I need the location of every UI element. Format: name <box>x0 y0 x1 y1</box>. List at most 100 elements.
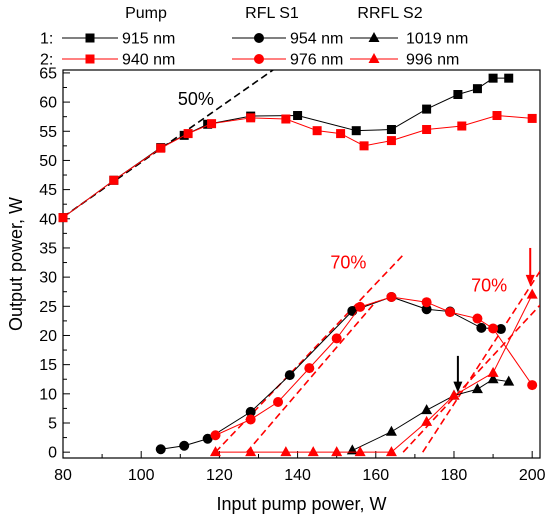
data-point <box>280 446 292 457</box>
data-point <box>355 301 366 312</box>
data-point <box>385 446 397 457</box>
legend-header: RRFL S2 <box>357 5 422 22</box>
data-point <box>359 141 369 151</box>
legend-label: 1019 nm <box>406 31 468 48</box>
y-tick-label: 25 <box>39 299 57 316</box>
data-point <box>336 129 346 139</box>
data-point <box>421 297 432 308</box>
data-point <box>422 104 432 114</box>
data-point <box>488 73 498 83</box>
x-tick-label: 80 <box>54 467 72 484</box>
legend-row-label: 1: <box>40 31 53 48</box>
data-point <box>109 175 119 185</box>
x-tick-label: 160 <box>362 467 389 484</box>
data-point <box>476 322 487 333</box>
data-point <box>210 430 221 441</box>
legend-label: 915 nm <box>122 31 175 48</box>
plot-area: 80 100 120 140 160 180 200 0 5 10 15 20 25 30 35 40 45 50… <box>6 65 546 514</box>
plot-frame <box>62 69 541 459</box>
data-point <box>58 213 68 223</box>
data-point <box>487 366 499 377</box>
data-point <box>422 125 432 135</box>
x-tick-label: 120 <box>206 467 233 484</box>
efficiency-annotation: 70% <box>330 252 366 272</box>
legend-marker <box>368 32 380 42</box>
data-point <box>245 414 256 425</box>
y-tick-label: 0 <box>48 445 57 462</box>
y-tick-label: 45 <box>39 182 57 199</box>
data-point <box>155 444 166 455</box>
y-tick-label: 10 <box>39 386 57 403</box>
data-point <box>421 404 433 415</box>
data-point <box>457 121 467 131</box>
data-point <box>351 126 361 136</box>
series-996-nm <box>209 288 538 457</box>
series-976-nm <box>210 291 538 441</box>
data-point <box>331 446 343 457</box>
x-tick-label: 100 <box>128 467 155 484</box>
data-point <box>385 425 397 436</box>
legend: Pump RFL S1 RRFL S2 1: 915 nm 954 nm 1019 nm 2:… <box>40 5 468 69</box>
legend-marker <box>85 54 95 64</box>
y-tick-label: 55 <box>39 124 57 141</box>
legend-marker <box>368 53 380 63</box>
legend-row-label: 2: <box>40 52 53 69</box>
y-tick-label: 15 <box>39 357 57 374</box>
x-axis-label: Input pump power, W <box>216 494 386 514</box>
y-axis-label: Output power, W <box>6 197 26 331</box>
data-point <box>245 446 257 457</box>
y-tick-label: 35 <box>39 240 57 257</box>
data-point <box>448 389 460 400</box>
data-point <box>527 113 537 123</box>
y-tick-label: 5 <box>48 415 57 432</box>
data-point <box>246 113 256 123</box>
data-point <box>488 323 499 334</box>
series-940-nm <box>58 111 537 223</box>
efficiency-annotation: 50% <box>178 89 214 109</box>
legend-label: 954 nm <box>290 31 343 48</box>
data-point <box>245 406 256 417</box>
y-tick-label: 20 <box>39 328 57 345</box>
data-point <box>527 380 538 391</box>
legend-label: 996 nm <box>406 52 459 69</box>
data-point <box>179 440 190 451</box>
data-point <box>183 129 193 139</box>
data-point <box>526 288 538 299</box>
data-point <box>386 136 396 146</box>
data-point <box>207 119 217 129</box>
data-point <box>472 313 483 324</box>
data-point <box>487 373 499 384</box>
x-tick-label: 180 <box>441 467 468 484</box>
efficiency-annotation: 70% <box>471 276 507 296</box>
data-point <box>503 375 515 386</box>
legend-header: Pump <box>125 5 167 22</box>
data-point <box>504 73 514 83</box>
legend-header: RFL S1 <box>245 5 299 22</box>
data-point <box>293 111 303 121</box>
data-point <box>209 446 221 457</box>
data-point <box>284 370 295 381</box>
data-point <box>307 446 319 457</box>
data-point <box>354 446 366 457</box>
data-point <box>495 324 506 335</box>
data-point <box>312 126 322 136</box>
legend-marker <box>254 54 264 64</box>
y-tick-label: 50 <box>39 153 57 170</box>
data-point <box>273 396 284 407</box>
legend-marker <box>254 33 264 43</box>
slope-fit-line <box>246 301 377 453</box>
arrow-head <box>525 274 535 286</box>
data-point <box>304 363 315 374</box>
data-point <box>281 114 291 124</box>
data-point <box>472 84 482 94</box>
y-tick-label: 40 <box>39 211 57 228</box>
y-tick-label: 65 <box>39 65 57 82</box>
data-point <box>331 333 342 344</box>
y-tick-label: 60 <box>39 95 57 112</box>
arrow-head <box>453 381 463 393</box>
data-point <box>421 304 432 315</box>
slope-fit-line <box>422 270 540 453</box>
x-tick-label: 140 <box>284 467 311 484</box>
